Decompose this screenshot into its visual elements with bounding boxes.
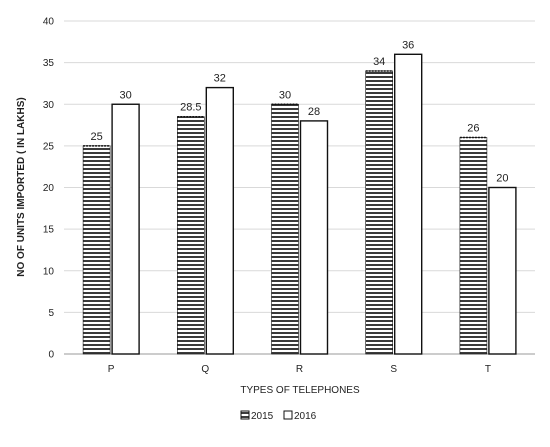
y-tick-label: 40 [43, 17, 55, 28]
bar-2015-Q [177, 116, 205, 355]
bar-2016-T [488, 186, 517, 355]
x-tick-label: R [296, 364, 303, 375]
x-tick-label: S [390, 364, 397, 375]
y-axis-title: NO OF UNITS IMPORTED ( IN LAKHS) [16, 97, 27, 276]
data-labels: 25 30 28.5 32 30 28 34 36 26 20 [90, 39, 508, 184]
legend-label-2016: 2016 [294, 411, 317, 422]
y-tick-label: 25 [43, 141, 55, 152]
data-label-2016-Q: 32 [214, 73, 226, 85]
legend-label-2015: 2015 [251, 411, 274, 422]
data-label-2016-S: 36 [402, 39, 414, 51]
y-tick-label: 5 [48, 308, 54, 319]
legend-swatch-2016 [283, 410, 293, 420]
legend: 2015 2016 [240, 410, 317, 422]
bar-2016-S [394, 53, 423, 355]
bar-2016-Q [205, 86, 235, 355]
grid-lines [64, 20, 535, 355]
x-tick-label: T [485, 364, 491, 375]
bar-2015-S [365, 70, 394, 355]
x-tick-label: Q [201, 364, 209, 375]
bar-2015-T [459, 137, 488, 355]
data-label-2015-T: 26 [467, 123, 479, 135]
x-tick-label: P [108, 364, 115, 375]
bar-2015-R [271, 103, 299, 355]
y-tick-label: 20 [43, 183, 55, 194]
y-tick-label: 0 [48, 350, 54, 361]
legend-swatch-2015 [240, 410, 250, 420]
data-label-2016-T: 20 [496, 173, 508, 185]
y-tick-label: 35 [43, 58, 55, 69]
data-label-2015-P: 25 [90, 131, 102, 143]
data-label-2015-S: 34 [373, 56, 385, 68]
y-tick-label: 30 [43, 100, 55, 111]
y-tick-label: 15 [43, 225, 55, 236]
data-label-2015-R: 30 [279, 89, 291, 101]
bar-2015-P [82, 145, 111, 355]
x-tick-labels: P Q R S T [108, 364, 491, 375]
x-axis-title: TYPES OF TELEPHONES [240, 385, 360, 396]
y-tick-label: 10 [43, 266, 55, 277]
bars [82, 53, 517, 355]
bar-2016-R [299, 120, 329, 355]
data-label-2016-R: 28 [308, 106, 320, 118]
y-tick-labels: 0 5 10 15 20 25 30 35 40 [43, 17, 55, 361]
data-label-2016-P: 30 [119, 89, 131, 101]
data-label-2015-Q: 28.5 [180, 102, 201, 114]
bar-2016-P [111, 103, 140, 355]
